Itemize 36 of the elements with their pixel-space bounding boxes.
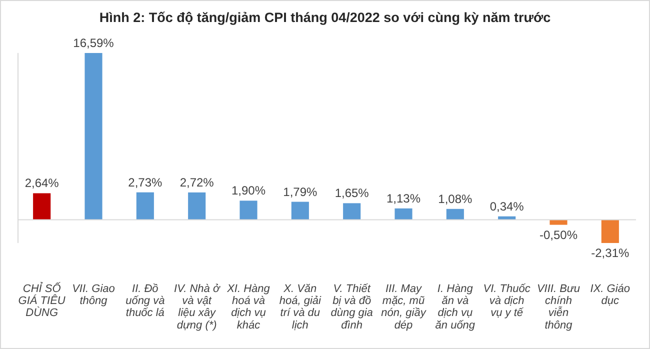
bar (240, 200, 258, 220)
x-tick-label: III. May mặc, mũ nón, giầy dép (381, 283, 428, 332)
data-label: 0,34% (490, 199, 524, 214)
bar (550, 220, 568, 225)
data-label: 2,73% (128, 175, 163, 190)
bar (601, 220, 619, 243)
x-tick-label: VIII. Bưu chính viễn thông (536, 283, 580, 332)
data-label: 1,90% (231, 184, 266, 198)
data-label: 2,72% (180, 175, 214, 190)
x-tick-label: X. Văn hoá, giải trí và du lịch (279, 283, 322, 332)
data-label: 2,64% (24, 176, 60, 190)
bar (394, 208, 412, 220)
x-tick-label: VII. Giao thông (72, 283, 115, 308)
x-tick-label: V. Thiết bị và đồ dùng gia đình (330, 283, 373, 332)
bar (188, 192, 206, 220)
x-tick-label: IV. Nhà ở và vật liệu xây dựng (*) (174, 283, 221, 332)
x-tick-label: XI. Hàng hoá và dịch vụ khác (226, 283, 271, 332)
data-label: 16,59% (73, 36, 114, 50)
bar (33, 193, 51, 220)
bar (343, 203, 361, 220)
x-tick-label: CHỈ SỐ GIÁ TIÊU DÙNG (18, 281, 66, 320)
bar (291, 202, 309, 220)
chart-title: Hình 2: Tốc độ tăng/giảm CPI tháng 04/2022 so với cùng kỳ năm trước (99, 10, 552, 25)
x-tick-label: I. Hàng ăn và dịch vụ ăn uống (435, 283, 476, 332)
x-tick-label: IX. Giáo dục (590, 283, 630, 308)
data-label: 1,08% (438, 192, 473, 206)
x-tick-label: II. Đồ uống và thuốc lá (126, 283, 165, 320)
data-label: -0,50% (539, 228, 578, 242)
bar (84, 53, 102, 220)
data-label: -2,31% (591, 246, 630, 260)
x-tick-label: VI. Thuốc và dịch vụ y tế (483, 283, 531, 320)
data-label: 1,13% (386, 191, 421, 206)
bar (446, 208, 464, 220)
data-label: 1,65% (334, 186, 370, 200)
bar (136, 192, 154, 220)
data-label: 1,79% (283, 184, 318, 199)
